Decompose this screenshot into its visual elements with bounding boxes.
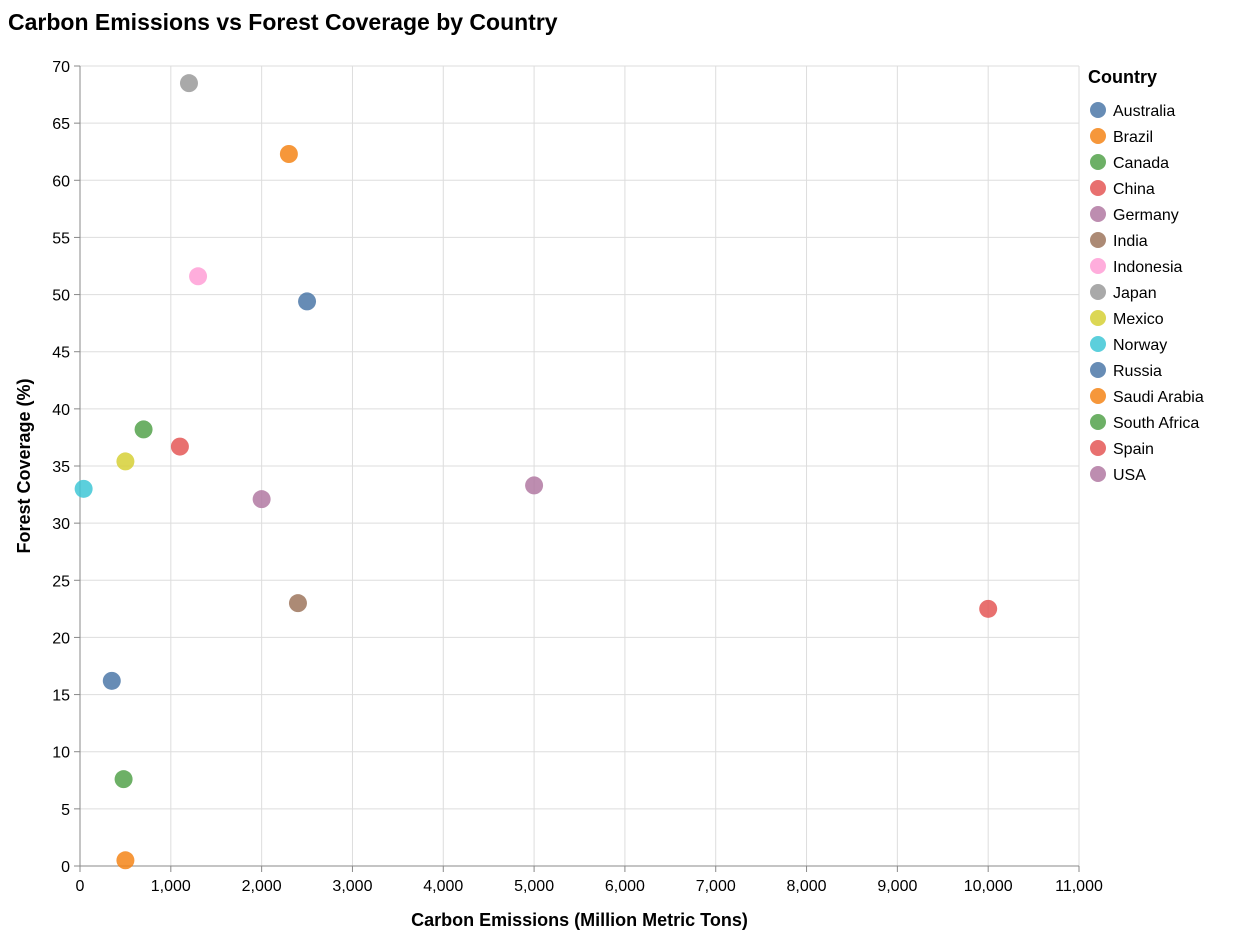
- x-tick-label: 7,000: [696, 878, 736, 895]
- legend-label-germany: Germany: [1113, 207, 1179, 224]
- legend-label-indonesia: Indonesia: [1113, 259, 1182, 276]
- legend-symbol-spain: [1090, 440, 1106, 456]
- data-points: [74, 74, 998, 870]
- y-axis-title: Forest Coverage (%): [14, 378, 34, 553]
- y-tick-label: 0: [61, 859, 70, 876]
- point-norway: [74, 479, 93, 498]
- legend-label-china: China: [1113, 181, 1155, 198]
- y-tick-label: 65: [52, 116, 70, 133]
- y-tick-label: 60: [52, 173, 70, 190]
- point-japan: [179, 74, 198, 93]
- x-axis-title: Carbon Emissions (Million Metric Tons): [411, 910, 748, 930]
- x-tick-label: 11,000: [1055, 878, 1103, 895]
- legend-label-india: India: [1113, 233, 1148, 250]
- point-saudi-arabia: [116, 851, 135, 870]
- legend-symbol-japan: [1090, 284, 1106, 300]
- point-south-africa: [114, 770, 133, 789]
- legend-symbol-brazil: [1090, 128, 1106, 144]
- legend-label-australia: Australia: [1113, 103, 1175, 120]
- legend-symbol-saudi-arabia: [1090, 388, 1106, 404]
- x-tick-label: 6,000: [605, 878, 645, 895]
- legend-symbol-indonesia: [1090, 258, 1106, 274]
- legend-symbol-canada: [1090, 154, 1106, 170]
- legend-symbol-norway: [1090, 336, 1106, 352]
- y-tick-label: 50: [52, 288, 70, 305]
- grid: [79, 65, 1080, 867]
- legend-label-south-africa: South Africa: [1113, 415, 1199, 432]
- legend-symbol-usa: [1090, 466, 1106, 482]
- legend-label-brazil: Brazil: [1113, 129, 1153, 146]
- y-tick-label: 15: [52, 688, 70, 705]
- y-tick-label: 55: [52, 230, 70, 247]
- legend-label-spain: Spain: [1113, 441, 1154, 458]
- legend-label-mexico: Mexico: [1113, 311, 1164, 328]
- point-usa: [525, 476, 544, 495]
- x-tick-label: 1,000: [151, 878, 191, 895]
- legend-symbol-germany: [1090, 206, 1106, 222]
- point-russia: [298, 292, 317, 311]
- axes: 0 1,000 2,000 3,000 4,000 5,000 6,000 7,000 8,00…: [52, 59, 1103, 895]
- y-tick-label: 45: [52, 345, 70, 362]
- point-germany: [252, 490, 271, 509]
- legend-label-japan: Japan: [1113, 285, 1157, 302]
- y-tick-label: 35: [52, 459, 70, 476]
- x-tick-label: 2,000: [242, 878, 282, 895]
- legend-symbol-south-africa: [1090, 414, 1106, 430]
- legend-symbol-mexico: [1090, 310, 1106, 326]
- x-tick-label: 10,000: [964, 878, 1013, 895]
- y-tick-label: 10: [52, 745, 70, 762]
- point-mexico: [116, 452, 135, 471]
- legend-label-canada: Canada: [1113, 155, 1169, 172]
- y-tick-label: 25: [52, 573, 70, 590]
- point-china: [979, 599, 998, 618]
- legend-symbol-india: [1090, 232, 1106, 248]
- legend-label-russia: Russia: [1113, 363, 1162, 380]
- y-tick-label: 20: [52, 630, 70, 647]
- y-tick-label: 5: [61, 802, 70, 819]
- x-tick-label: 0: [76, 878, 85, 895]
- legend-label-usa: USA: [1113, 467, 1146, 484]
- point-india: [288, 594, 307, 613]
- legend-title: Country: [1088, 67, 1157, 87]
- point-canada: [134, 420, 153, 439]
- point-brazil: [279, 145, 298, 163]
- legend-symbol-russia: [1090, 362, 1106, 378]
- legend: Country Australia Brazil Canada China German…: [1088, 67, 1204, 484]
- chart-title: Carbon Emissions vs Forest Coverage by C…: [8, 9, 558, 35]
- x-tick-label: 5,000: [514, 878, 554, 895]
- x-tick-label: 8,000: [787, 878, 827, 895]
- x-tick-label: 3,000: [332, 878, 372, 895]
- point-spain: [170, 437, 189, 456]
- y-tick-label: 30: [52, 516, 70, 533]
- legend-label-norway: Norway: [1113, 337, 1167, 354]
- y-tick-label: 70: [52, 59, 70, 76]
- y-tick-label: 40: [52, 402, 70, 419]
- legend-symbol-australia: [1090, 102, 1106, 118]
- x-tick-label: 4,000: [423, 878, 463, 895]
- legend-symbol-china: [1090, 180, 1106, 196]
- legend-label-saudi-arabia: Saudi Arabia: [1113, 389, 1204, 406]
- point-australia: [102, 671, 121, 690]
- x-tick-label: 9,000: [877, 878, 917, 895]
- point-indonesia: [189, 267, 208, 286]
